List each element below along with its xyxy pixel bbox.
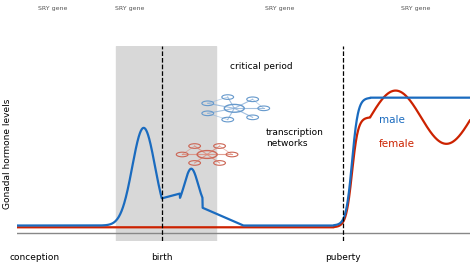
Text: birth: birth — [151, 253, 173, 262]
Text: SRY gene: SRY gene — [401, 6, 430, 11]
Bar — [117, 46, 216, 241]
Text: male: male — [379, 115, 405, 125]
Text: SRY gene: SRY gene — [265, 6, 294, 11]
Text: conception: conception — [10, 253, 60, 262]
Text: puberty: puberty — [325, 253, 361, 262]
Text: transcription
networks: transcription networks — [266, 128, 324, 148]
Text: female: female — [379, 139, 415, 149]
Text: SRY gene: SRY gene — [115, 6, 145, 11]
Text: SRY gene: SRY gene — [38, 6, 68, 11]
Text: critical period: critical period — [230, 62, 292, 71]
Text: Gonadal hormone levels: Gonadal hormone levels — [3, 99, 12, 209]
